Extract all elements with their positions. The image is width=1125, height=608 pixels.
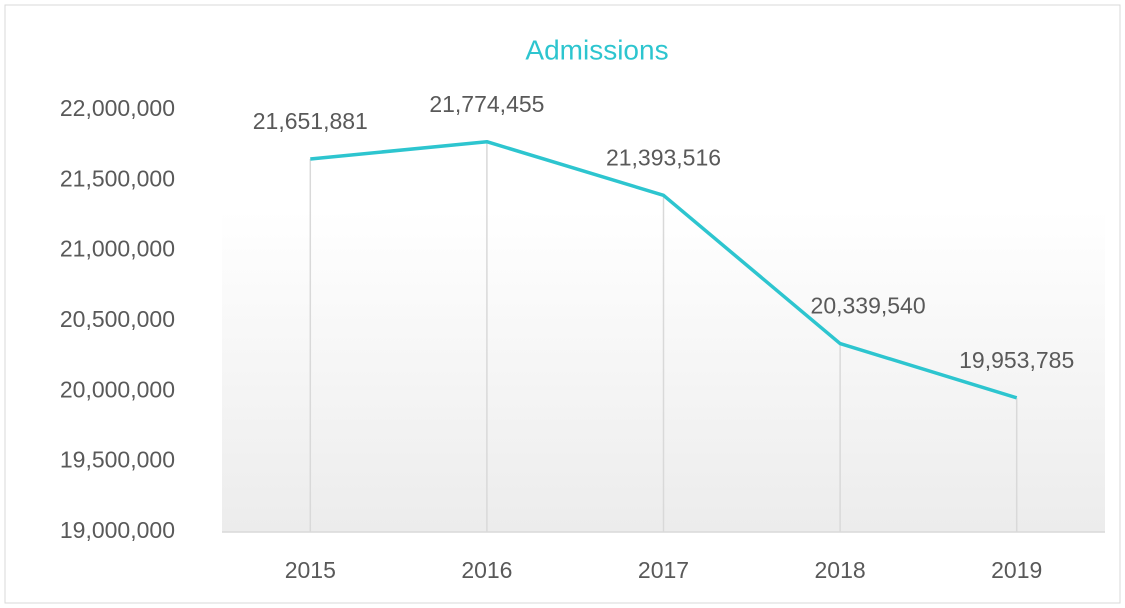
x-tick-label: 2015 bbox=[285, 557, 336, 583]
data-label: 19,953,785 bbox=[959, 347, 1074, 373]
data-label: 21,393,516 bbox=[606, 144, 721, 170]
x-tick-label: 2018 bbox=[815, 557, 866, 583]
x-tick-label: 2017 bbox=[638, 557, 689, 583]
data-label: 21,774,455 bbox=[429, 91, 544, 117]
y-tick-label: 21,500,000 bbox=[60, 165, 175, 191]
data-label: 20,339,540 bbox=[811, 293, 926, 319]
y-tick-label: 21,000,000 bbox=[60, 236, 175, 262]
y-tick-label: 20,500,000 bbox=[60, 306, 175, 332]
y-tick-label: 22,000,000 bbox=[60, 95, 175, 121]
line bbox=[310, 139, 1018, 400]
x-tick-label: 2016 bbox=[461, 557, 512, 583]
y-tick-label: 20,000,000 bbox=[60, 376, 175, 402]
y-tick-label: 19,000,000 bbox=[60, 517, 175, 543]
y-tick-label: 19,500,000 bbox=[60, 447, 175, 473]
data-label: 21,651,881 bbox=[253, 108, 368, 134]
x-tick-label: 2019 bbox=[991, 557, 1042, 583]
chart-title: Admissions bbox=[525, 34, 668, 65]
